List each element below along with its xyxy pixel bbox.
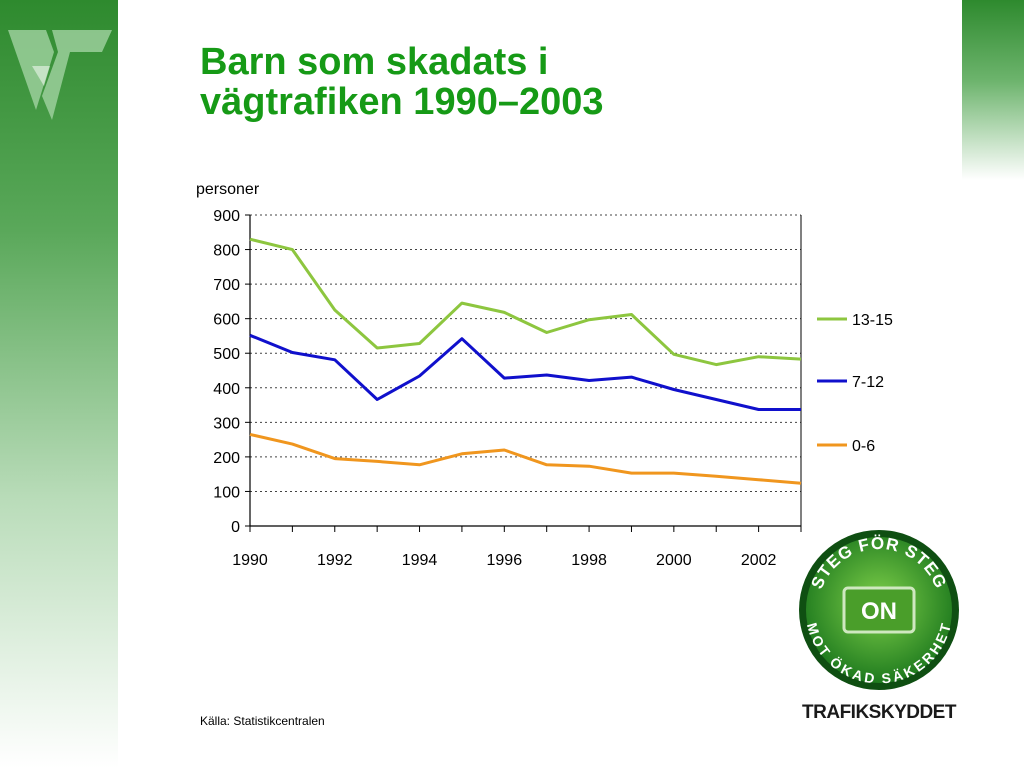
trafikskyddet-badge: STEG FÖR STEG MOT ÖKAD SÄKERHET ON: [799, 530, 959, 690]
y-tick-label: 500: [213, 346, 240, 363]
y-tick-label: 400: [213, 381, 240, 398]
x-tick-label: 1994: [402, 552, 438, 569]
y-tick-label: 700: [213, 277, 240, 294]
x-tick-label: 1990: [232, 552, 268, 569]
series-line-13-15: [249, 237, 802, 367]
badge-on-text: ON: [861, 598, 897, 625]
slide-title-line1: Barn som skadats i: [200, 41, 549, 83]
series-line-0-6: [249, 432, 802, 485]
y-tick-label: 300: [213, 415, 240, 432]
x-tick-label: 1996: [487, 552, 523, 569]
x-tick-label: 1998: [571, 552, 607, 569]
y-axis-label: personer: [196, 181, 260, 198]
legend-label-13-15: 13-15: [852, 312, 893, 329]
line-chart: personer 0 100 200 300 400 500 600 700 800 900 1990…: [196, 181, 893, 569]
y-tick-label: 800: [213, 243, 240, 260]
legend-label-0-6: 0-6: [852, 438, 875, 455]
y-tick-label: 900: [213, 208, 240, 225]
vt-logo-icon: [8, 30, 112, 120]
x-tick-label: 2000: [656, 552, 692, 569]
right-gradient-band: [962, 0, 1024, 180]
badge-on-panel: [842, 586, 916, 634]
badge-wordmark: TRAFIKSKYDDET: [802, 702, 956, 723]
slide-title: Barn som skadats i vägtrafiken 1990–2003: [200, 42, 900, 122]
y-tick-label: 600: [213, 312, 240, 329]
y-tick-label: 0: [231, 519, 240, 536]
source-note: Källa: Statistikcentralen: [200, 714, 325, 728]
legend-label-7-12: 7-12: [852, 374, 884, 391]
y-tick-label: 100: [213, 484, 240, 501]
left-gradient-band: [0, 0, 118, 768]
x-tick-label: 1992: [317, 552, 353, 569]
series-line-7-12: [249, 333, 801, 411]
y-tick-label: 200: [213, 450, 240, 467]
x-tick-label: 2002: [741, 552, 777, 569]
slide-title-line2: vägtrafiken 1990–2003: [200, 81, 604, 123]
